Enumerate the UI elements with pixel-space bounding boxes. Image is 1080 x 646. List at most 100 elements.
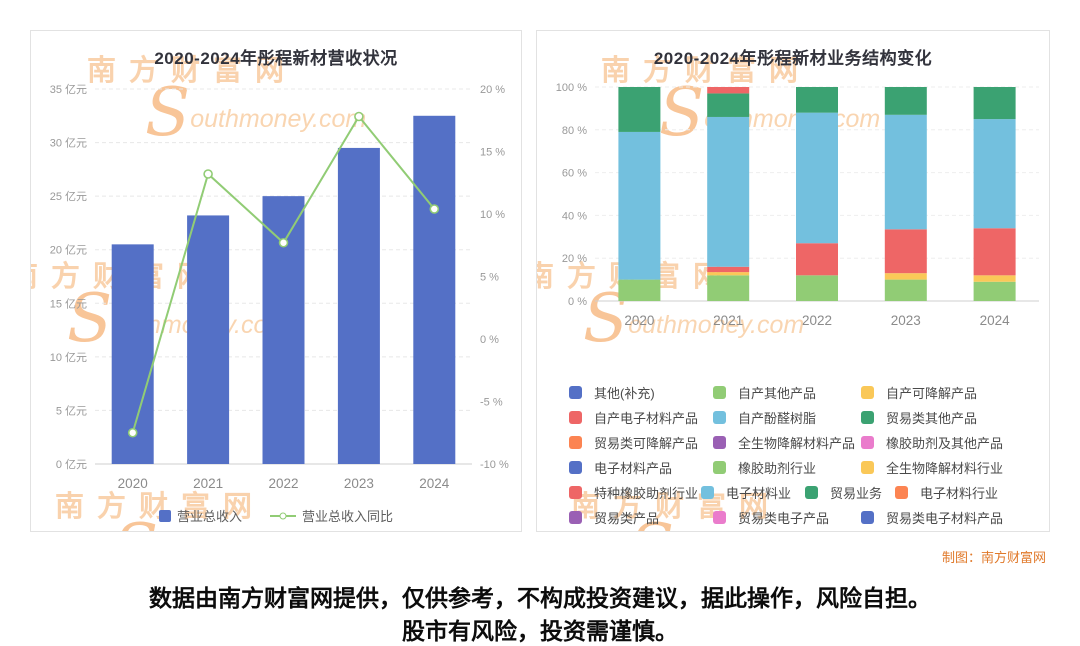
legend-item-橡胶助剂及其他产品[interactable]: 橡胶助剂及其他产品	[861, 433, 1003, 452]
legend-swatch	[713, 461, 726, 474]
stack-segment-2023-贸易类其他产品[interactable]	[884, 87, 927, 115]
legend-item-贸易类可降解产品[interactable]: 贸易类可降解产品	[569, 433, 713, 452]
stack-segment-2021-特种橡胶助剂行业[interactable]	[707, 87, 750, 94]
y-axis-label: 100 %	[556, 82, 587, 94]
legend-swatch	[569, 411, 582, 424]
legend-item-橡胶助剂行业[interactable]: 橡胶助剂行业	[713, 458, 861, 477]
stack-segment-2022-自产电子材料产品[interactable]	[796, 243, 838, 276]
revenue-bar-2021[interactable]	[187, 215, 230, 464]
right-y-axis-label: -5 %	[480, 397, 503, 409]
yoy-point-2024[interactable]	[429, 204, 440, 214]
legend-item-自产电子材料产品[interactable]: 自产电子材料产品	[569, 408, 713, 427]
legend-label: 特种橡胶助剂行业	[594, 486, 699, 501]
stack-segment-2021-自产酚醛树脂[interactable]	[707, 116, 750, 267]
right-y-axis-label: 20 %	[480, 84, 505, 96]
stack-segment-2024-自产可降解产品[interactable]	[973, 275, 1016, 282]
legend-item-营业总收入[interactable]: 营业总收入	[158, 506, 242, 525]
x-axis-label-2022: 2022	[802, 313, 832, 328]
stack-segment-2022-自产酚醛树脂[interactable]	[796, 112, 838, 244]
legend-item-特种橡胶助剂行业[interactable]: 特种橡胶助剂行业	[569, 483, 701, 502]
y-axis-label: 60 %	[562, 168, 587, 180]
stack-segment-2020-电子材料业[interactable]	[618, 131, 661, 280]
legend-label: 营业总收入	[176, 509, 242, 524]
structure-chart-panel: 2020-2024年彤程新材业务结构变化 0 % 20 % 40 % 60 % 80 %…	[536, 30, 1050, 532]
right-y-axis-label: 0 %	[480, 334, 499, 346]
y-axis-label: 20 %	[562, 253, 587, 265]
stack-segment-2021-自产可降解产品[interactable]	[707, 272, 750, 276]
stack-segment-2022-自产其他产品[interactable]	[796, 275, 838, 301]
stack-segment-2020-贸易业务[interactable]	[618, 87, 661, 132]
legend-label: 自产酚醛树脂	[738, 411, 817, 426]
legend-label: 橡胶助剂行业	[738, 461, 817, 476]
yoy-point-2022[interactable]	[278, 237, 289, 248]
left-y-axis-label: 20 亿元	[50, 244, 87, 257]
stack-segment-2023-自产酚醛树脂[interactable]	[884, 114, 927, 230]
stack-segment-2023-自产电子材料产品[interactable]	[884, 229, 927, 274]
revenue-chart-legend: 营业总收入 营业总收入同比	[31, 506, 521, 525]
left-y-axis-label: 25 亿元	[50, 190, 87, 203]
legend-item-电子材料业[interactable]: 电子材料业	[701, 483, 805, 502]
legend-swatch	[701, 486, 714, 499]
legend-label: 电子材料行业	[920, 486, 999, 501]
bar-legend-icon	[158, 509, 171, 522]
legend-item-全生物降解材料行业[interactable]: 全生物降解材料行业	[861, 458, 1003, 477]
legend-swatch	[895, 486, 908, 499]
legend-item-贸易类电子材料产品[interactable]: 贸易类电子材料产品	[861, 508, 1003, 527]
legend-item-贸易类产品[interactable]: 贸易类产品	[569, 508, 713, 527]
legend-swatch	[861, 511, 874, 524]
revenue-bar-2024[interactable]	[413, 115, 456, 465]
x-axis-label-2021: 2021	[193, 476, 223, 491]
yoy-point-2021[interactable]	[203, 169, 213, 179]
stack-segment-2024-自产电子材料产品[interactable]	[973, 228, 1016, 276]
stack-segment-2021-贸易类其他产品[interactable]	[707, 93, 750, 117]
legend-swatch	[569, 436, 582, 449]
legend-item-贸易类其他产品[interactable]: 贸易类其他产品	[861, 408, 977, 427]
legend-label: 电子材料产品	[594, 461, 673, 476]
structure-chart: 0 % 20 % 40 % 60 % 80 % 100 % 2020 2021 2022 2023…	[556, 82, 1039, 328]
x-axis-label-2020: 2020	[624, 313, 654, 328]
revenue-bar-2022[interactable]	[262, 196, 305, 464]
x-axis-label-2024: 2024	[980, 313, 1011, 328]
legend-label: 其他(补充)	[594, 386, 655, 401]
y-axis-label: 80 %	[562, 125, 587, 137]
stack-segment-2021-自产其他产品[interactable]	[707, 275, 750, 301]
legend-swatch	[805, 486, 818, 499]
legend-item-贸易业务[interactable]: 贸易业务	[805, 483, 895, 502]
stack-segment-2023-自产可降解产品[interactable]	[884, 273, 927, 280]
stack-segment-2020-橡胶助剂行业[interactable]	[618, 279, 661, 301]
legend-item-电子材料行业[interactable]: 电子材料行业	[895, 483, 998, 502]
legend-label: 橡胶助剂及其他产品	[886, 436, 1004, 451]
legend-row: 特种橡胶助剂行业 电子材料业 贸易业务 电子材料行业	[569, 480, 1041, 505]
stack-segment-2024-自产酚醛树脂[interactable]	[973, 119, 1016, 229]
stack-segment-2024-贸易类其他产品[interactable]	[973, 87, 1016, 120]
legend-item-全生物降解材料产品[interactable]: 全生物降解材料产品	[713, 433, 861, 452]
legend-swatch	[569, 486, 582, 499]
legend-label: 贸易类可降解产品	[594, 436, 699, 451]
legend-label: 贸易类其他产品	[886, 411, 978, 426]
stack-segment-2022-贸易类其他产品[interactable]	[796, 87, 838, 113]
stack-segment-2023-自产其他产品[interactable]	[884, 279, 927, 301]
legend-swatch	[861, 461, 874, 474]
revenue-bar-2023[interactable]	[337, 147, 380, 464]
legend-item-其他(补充)[interactable]: 其他(补充)	[569, 383, 713, 402]
legend-item-自产可降解产品[interactable]: 自产可降解产品	[861, 383, 977, 402]
legend-swatch	[861, 411, 874, 424]
legend-item-自产酚醛树脂[interactable]: 自产酚醛树脂	[713, 408, 861, 427]
left-y-axis-label: 35 亿元	[50, 83, 87, 96]
revenue-bar-2020[interactable]	[111, 244, 154, 464]
legend-item-自产其他产品[interactable]: 自产其他产品	[713, 383, 861, 402]
legend-label: 贸易类电子产品	[738, 511, 830, 526]
yoy-point-2023[interactable]	[354, 111, 364, 122]
stack-segment-2024-自产其他产品[interactable]	[973, 281, 1016, 301]
legend-label: 自产电子材料产品	[594, 411, 699, 426]
y-axis-label: 40 %	[562, 210, 587, 222]
legend-label: 电子材料业	[726, 486, 792, 501]
left-y-axis-label: 15 亿元	[50, 297, 87, 310]
legend-item-贸易类电子产品[interactable]: 贸易类电子产品	[713, 508, 861, 527]
legend-item-电子材料产品[interactable]: 电子材料产品	[569, 458, 713, 477]
stack-segment-2021-自产电子材料产品[interactable]	[707, 266, 750, 273]
revenue-chart-title: 2020-2024年彤程新材营收状况	[154, 49, 398, 68]
yoy-point-2020[interactable]	[127, 427, 138, 438]
legend-item-营业总收入同比[interactable]: 营业总收入同比	[270, 506, 393, 525]
legend-swatch	[569, 386, 582, 399]
